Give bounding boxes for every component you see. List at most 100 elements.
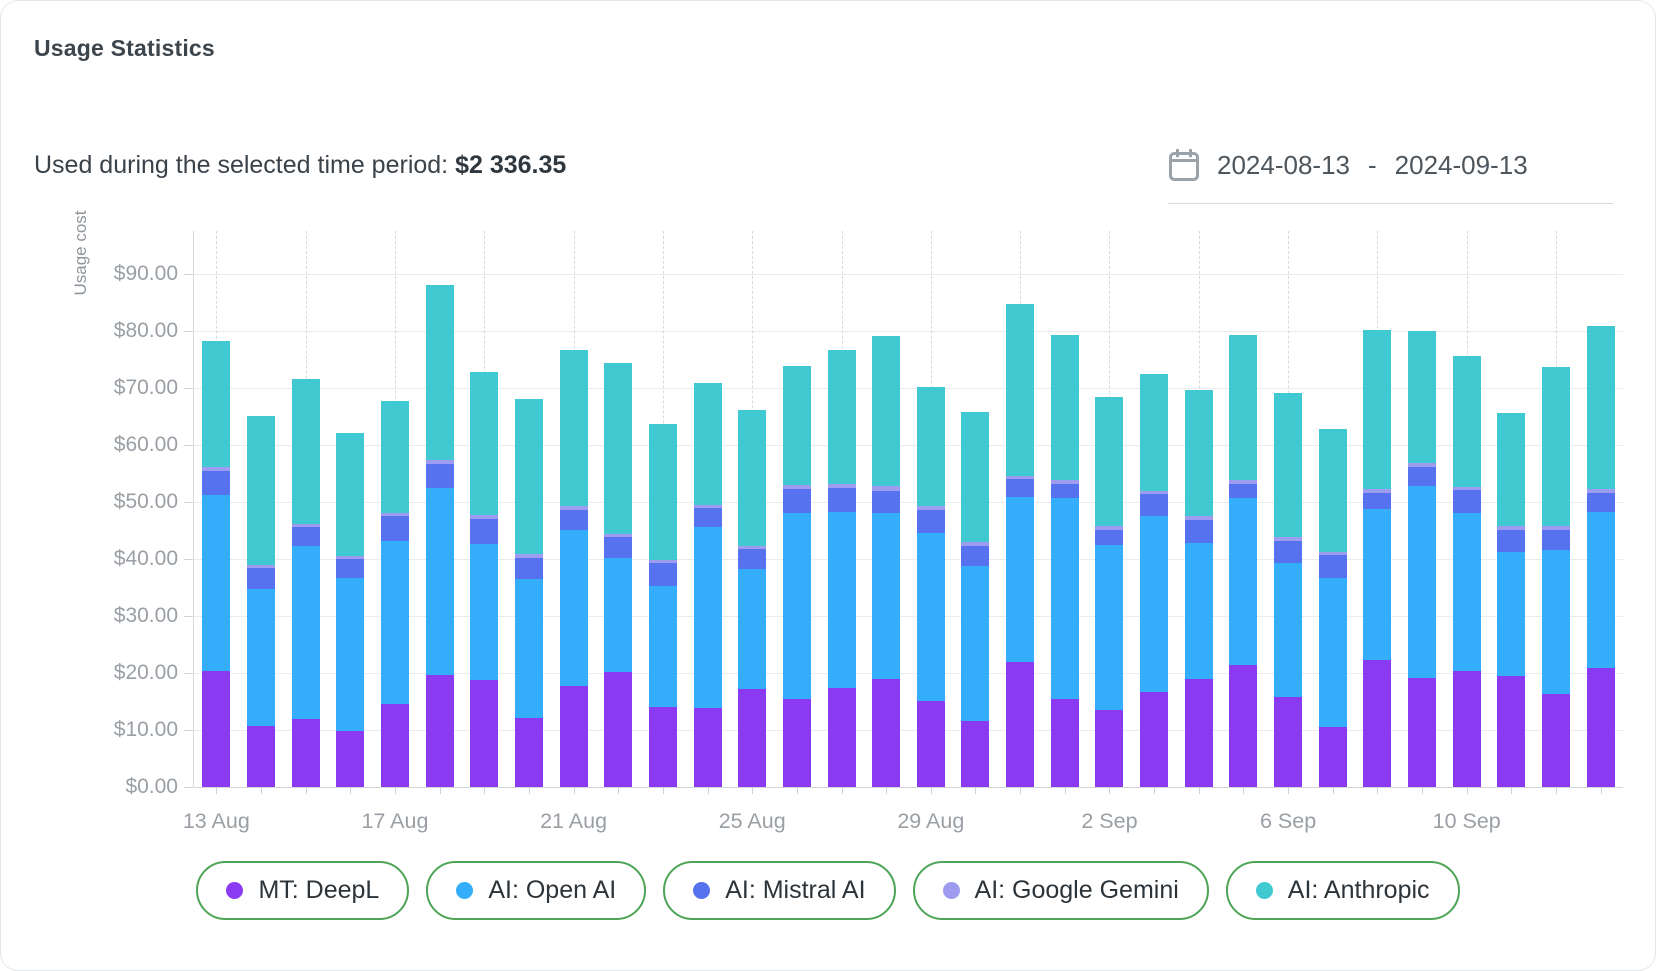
bar-segment-AI: Open AI[interactable] [425,487,454,675]
bar-segment-AI: Open AI[interactable] [1318,577,1347,728]
bar-segment-AI: Mistral AI[interactable] [470,519,499,544]
bar-segment-AI: Open AI[interactable] [1363,508,1392,661]
bar-segment-AI: Google Gemini[interactable] [738,545,767,550]
bar-segment-MT: DeepL[interactable] [1140,691,1169,787]
bar-segment-AI: Anthropic[interactable] [827,350,856,484]
bar-segment-MT: DeepL[interactable] [470,679,499,787]
bar-segment-AI: Open AI[interactable] [1050,498,1079,699]
bar-segment-AI: Mistral AI[interactable] [1318,555,1347,578]
bar-segment-AI: Open AI[interactable] [202,495,231,671]
bar-segment-AI: Anthropic[interactable] [1184,390,1213,517]
bar-segment-AI: Anthropic[interactable] [916,386,945,507]
bar-segment-AI: Mistral AI[interactable] [514,557,543,579]
bar-segment-AI: Open AI[interactable] [559,529,588,686]
bar-segment-AI: Anthropic[interactable] [336,433,365,556]
bar-segment-AI: Open AI[interactable] [1586,512,1615,669]
bar-segment-AI: Anthropic[interactable] [872,335,901,486]
bar-segment-MT: DeepL[interactable] [559,685,588,787]
bar-segment-AI: Anthropic[interactable] [961,411,990,542]
bar-segment-AI: Mistral AI[interactable] [336,558,365,578]
bar-segment-MT: DeepL[interactable] [738,688,767,787]
bar-segment-AI: Google Gemini[interactable] [559,505,588,510]
bar-segment-AI: Google Gemini[interactable] [336,555,365,559]
bar-segment-AI: Open AI[interactable] [380,540,409,705]
bar-segment-AI: Anthropic[interactable] [693,382,722,505]
bar-segment-AI: Google Gemini[interactable] [1586,488,1615,493]
bar-segment-AI: Google Gemini[interactable] [1363,488,1392,493]
bar-segment-AI: Open AI[interactable] [961,566,990,721]
bar-segment-AI: Google Gemini[interactable] [1542,525,1571,530]
bar-segment-MT: DeepL[interactable] [1095,710,1124,787]
bar-segment-AI: Anthropic[interactable] [648,424,677,560]
bar-segment-AI: Anthropic[interactable] [1586,325,1615,489]
bar-segment-AI: Mistral AI[interactable] [1184,520,1213,543]
bar-segment-AI: Google Gemini[interactable] [648,559,677,563]
bar-segment-AI: Open AI[interactable] [1006,497,1035,662]
bar-segment-MT: DeepL[interactable] [1452,670,1481,787]
bar-segment-AI: Google Gemini[interactable] [1050,479,1079,484]
bar-segment-AI: Open AI[interactable] [470,543,499,680]
bar-segment-AI: Mistral AI[interactable] [1229,483,1258,499]
bar-segment-AI: Google Gemini[interactable] [782,484,811,490]
bar-segment-AI: Anthropic[interactable] [246,415,275,565]
bar-segment-AI: Open AI[interactable] [246,588,275,726]
bar-segment-AI: Open AI[interactable] [1274,562,1303,698]
bar-segment-AI: Google Gemini[interactable] [1274,536,1303,541]
bar-segment-AI: Anthropic[interactable] [1363,330,1392,489]
bar-segment-AI: Anthropic[interactable] [1229,334,1258,480]
bar-segment-AI: Mistral AI[interactable] [738,549,767,570]
bar-segment-AI: Mistral AI[interactable] [1497,530,1526,552]
bar-segment-AI: Open AI[interactable] [872,512,901,680]
bar-segment-AI: Open AI[interactable] [693,526,722,709]
bar-segment-AI: Anthropic[interactable] [470,371,499,516]
bar-segment-MT: DeepL[interactable] [514,718,543,787]
bar-segment-AI: Google Gemini[interactable] [470,515,499,519]
bar-segment-MT: DeepL[interactable] [1229,664,1258,787]
bar-segment-MT: DeepL[interactable] [1050,698,1079,787]
bar-segment-MT: DeepL[interactable] [1006,661,1035,787]
bar-segment-AI: Google Gemini[interactable] [916,506,945,511]
bar-segment-MT: DeepL[interactable] [604,672,633,787]
bar-segment-AI: Anthropic[interactable] [1274,392,1303,537]
bar-segment-AI: Open AI[interactable] [1497,551,1526,676]
bar-segment-MT: DeepL[interactable] [916,700,945,787]
bar-segment-AI: Open AI[interactable] [1095,544,1124,711]
bar-segment-AI: Google Gemini[interactable] [961,541,990,546]
bar-segment-AI: Open AI[interactable] [1184,542,1213,679]
bar-segment-AI: Mistral AI[interactable] [380,516,409,541]
bar-segment-AI: Mistral AI[interactable] [1006,479,1035,498]
bar-segment-AI: Open AI[interactable] [1542,550,1571,695]
bar-segment-AI: Anthropic[interactable] [425,284,454,460]
bar-segment-MT: DeepL[interactable] [1542,694,1571,787]
bar-segment-AI: Anthropic[interactable] [1140,373,1169,491]
bar-segment-AI: Open AI[interactable] [916,532,945,701]
bar-segment-MT: DeepL[interactable] [425,674,454,787]
bar-segment-AI: Mistral AI[interactable] [1586,492,1615,513]
bar-segment-AI: Google Gemini[interactable] [1229,479,1258,484]
bar-segment-AI: Mistral AI[interactable] [961,545,990,567]
bar-segment-AI: Google Gemini[interactable] [1140,490,1169,494]
bar-segment-AI: Google Gemini[interactable] [1452,487,1481,491]
bar-segment-MT: DeepL[interactable] [693,708,722,787]
bar-segment-AI: Open AI[interactable] [827,512,856,689]
legend-pill-openai[interactable]: AI: Open AI [426,861,647,920]
bar-segment-MT: DeepL[interactable] [827,688,856,787]
bar-segment-MT: DeepL[interactable] [1363,660,1392,787]
bar-segment-MT: DeepL[interactable] [1408,677,1437,787]
bar-segment-AI: Open AI[interactable] [648,586,677,708]
bar-segment-AI: Google Gemini[interactable] [291,523,320,527]
bar-segment-AI: Anthropic[interactable] [559,349,588,506]
bar-segment-MT: DeepL[interactable] [1497,675,1526,787]
bar-segment-AI: Google Gemini[interactable] [202,467,231,471]
bar-segment-AI: Google Gemini[interactable] [425,459,454,464]
bar-segment-AI: Anthropic[interactable] [604,363,633,534]
bar-segment-AI: Google Gemini[interactable] [1006,475,1035,480]
date-range-picker[interactable]: 2024-08-13 - 2024-09-13 [1169,145,1528,185]
bar-segment-AI: Open AI[interactable] [1229,498,1258,665]
start-date[interactable]: 2024-08-13 [1217,149,1350,180]
bar-segment-MT: DeepL[interactable] [648,707,677,787]
bar-segment-MT: DeepL[interactable] [246,725,275,787]
bar-segment-MT: DeepL[interactable] [1586,668,1615,787]
bar-segment-AI: Mistral AI[interactable] [1274,540,1303,563]
bar-segment-AI: Mistral AI[interactable] [202,470,231,496]
